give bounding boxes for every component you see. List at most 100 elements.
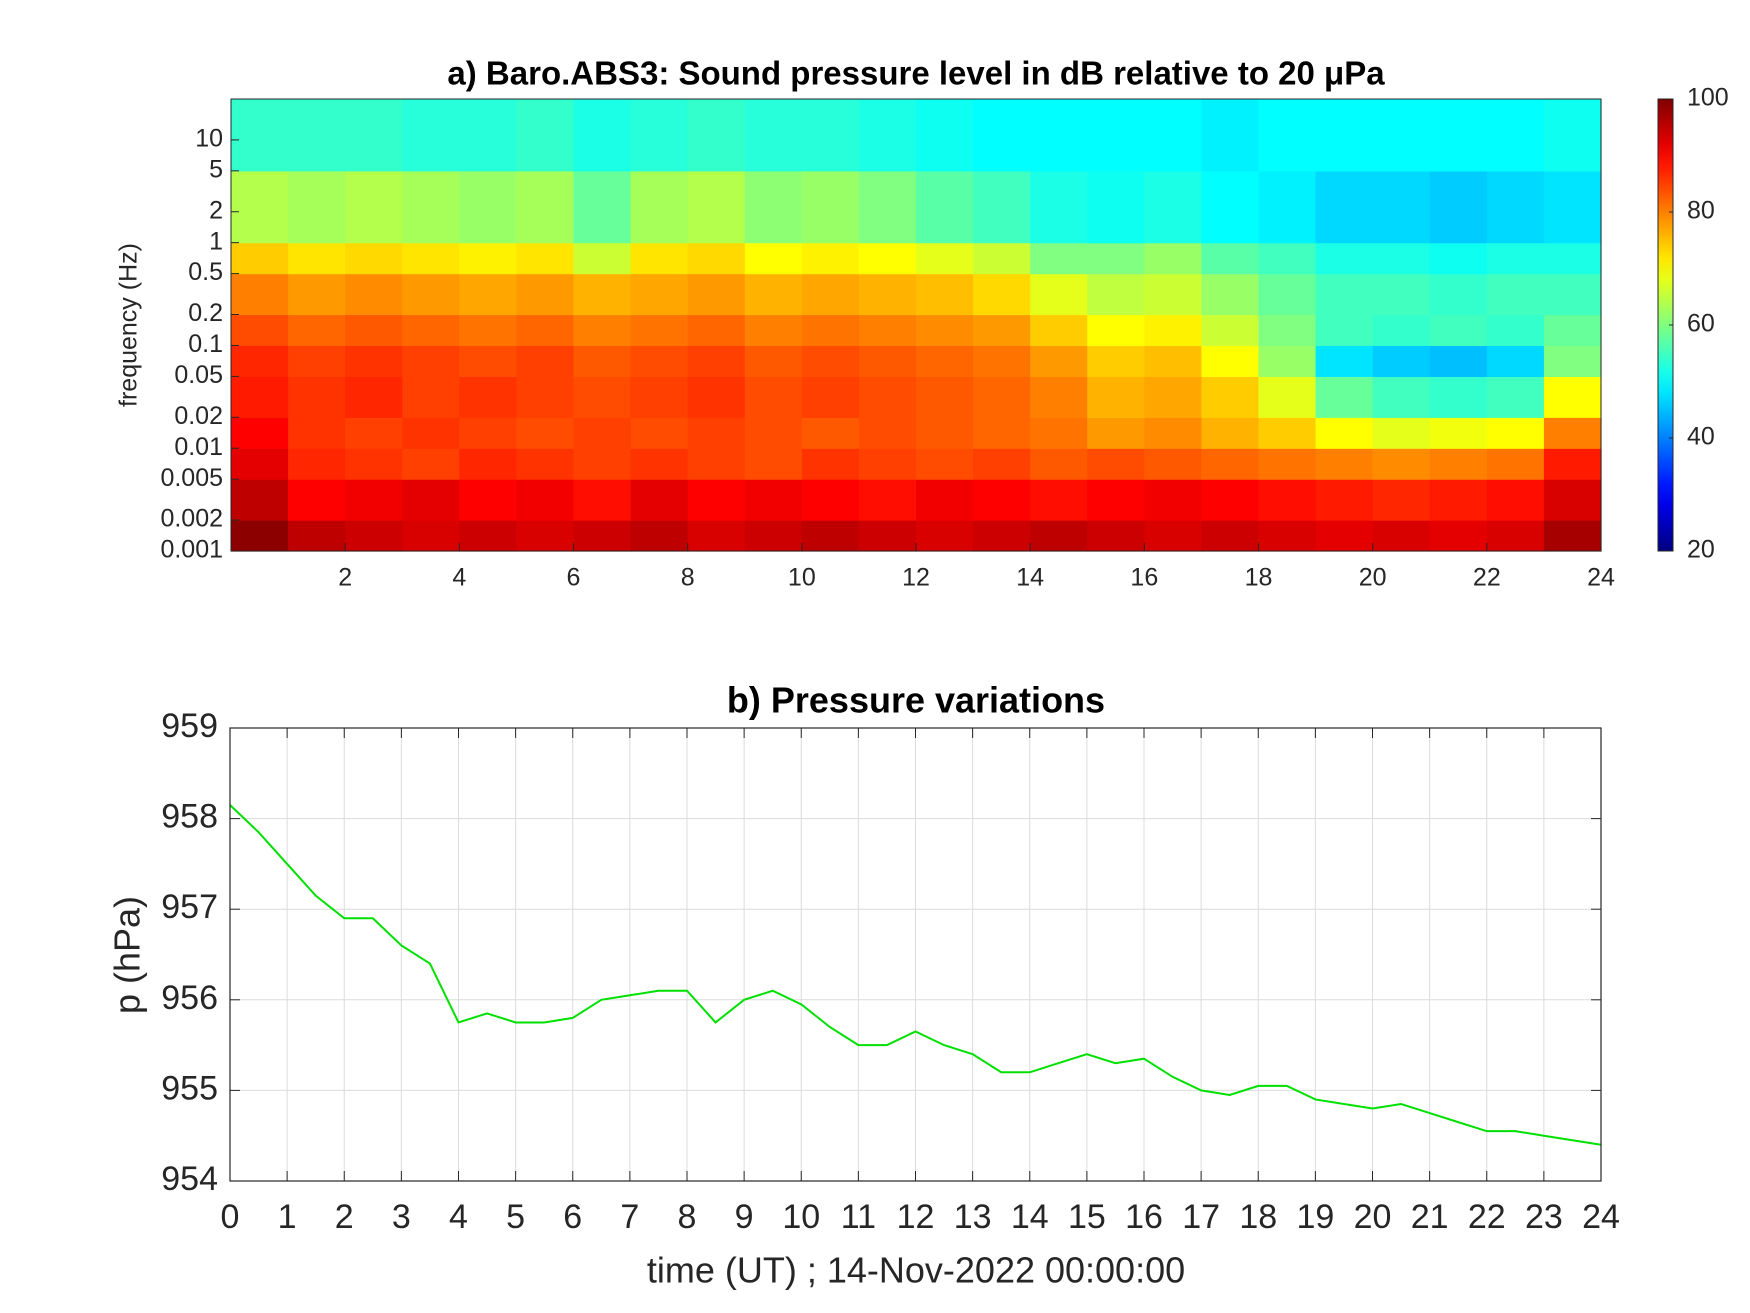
heatmap-cell: [345, 273, 403, 316]
heatmap-cell: [858, 242, 917, 275]
x-tick-label: 6: [567, 564, 581, 592]
heatmap-cell: [1201, 99, 1260, 172]
heatmap-cell: [687, 448, 746, 480]
heatmap-cell: [687, 99, 746, 172]
heatmap-cell: [1315, 273, 1374, 316]
heatmap-cell: [402, 417, 460, 449]
heatmap-cell: [1201, 520, 1260, 552]
heatmap-cell: [1258, 170, 1317, 244]
heatmap-cell: [573, 417, 632, 449]
heatmap-cell: [459, 345, 518, 377]
heatmap-cell: [1030, 99, 1088, 172]
heatmap-cell: [573, 242, 632, 275]
heatmap-cell: [288, 520, 346, 552]
x-tick-label: 0: [221, 1198, 240, 1236]
heatmap-cell: [402, 242, 460, 275]
heatmap-cell: [630, 448, 689, 480]
heatmap-cell: [1372, 314, 1431, 347]
heatmap-cell: [1030, 314, 1088, 347]
heatmap-cell: [744, 273, 803, 316]
heatmap-cell: [231, 273, 289, 316]
heatmap-cell: [288, 99, 346, 172]
heatmap-cell: [1429, 520, 1488, 552]
y-tick-label: 0.001: [160, 536, 223, 564]
x-tick-label: 4: [452, 564, 466, 592]
heatmap-cell: [1429, 345, 1488, 377]
heatmap-cell: [858, 314, 917, 347]
x-tick-label: 18: [1239, 1198, 1277, 1236]
heatmap-cell: [1030, 479, 1088, 521]
heatmap-cell: [459, 242, 518, 275]
heatmap-cell: [916, 376, 974, 418]
heatmap-cell: [231, 417, 289, 449]
heatmap-cell: [345, 170, 403, 244]
heatmap-cell: [687, 242, 746, 275]
heatmap-cell: [801, 448, 860, 480]
heatmap-cell: [402, 376, 460, 418]
heatmap-cell: [1315, 376, 1374, 418]
heatmap-cell: [630, 170, 689, 244]
heatmap-cell: [1486, 376, 1545, 418]
heatmap-cell: [744, 170, 803, 244]
heatmap-cell: [402, 170, 460, 244]
heatmap-cell: [1543, 242, 1602, 275]
heatmap-cell: [1543, 417, 1602, 449]
heatmap-cell: [858, 99, 917, 172]
heatmap-cell: [801, 345, 860, 377]
heatmap-cell: [916, 273, 974, 316]
heatmap-cell: [1486, 99, 1545, 172]
heatmap-cell: [1030, 273, 1088, 316]
x-tick-label: 21: [1411, 1198, 1449, 1236]
heatmap-cell: [858, 479, 917, 521]
heatmap-cell: [573, 520, 632, 552]
heatmap-cell: [402, 99, 460, 172]
heatmap-cell: [801, 170, 860, 244]
y-tick-label: 955: [161, 1069, 218, 1107]
heatmap-cell: [1429, 99, 1488, 172]
heatmap-cell: [1543, 520, 1602, 552]
x-tick-label: 24: [1582, 1198, 1620, 1236]
y-tick-label: 10: [195, 125, 223, 153]
x-tick-label: 10: [788, 564, 816, 592]
heatmap-cell: [288, 448, 346, 480]
heatmap-cell: [1543, 99, 1602, 172]
x-tick-label: 3: [392, 1198, 411, 1236]
heatmap-cell: [345, 99, 403, 172]
heatmap-cell: [1315, 170, 1374, 244]
heatmap-cell: [516, 345, 575, 377]
heatmap-cell: [1144, 314, 1203, 347]
heatmap-cell: [1543, 273, 1602, 316]
heatmap-cell: [744, 417, 803, 449]
heatmap-cell: [973, 345, 1031, 377]
heatmap-cell: [1429, 417, 1488, 449]
heatmap-cell: [1372, 376, 1431, 418]
heatmap-cell: [1144, 448, 1203, 480]
heatmap-cell: [345, 448, 403, 480]
heatmap-cell: [858, 170, 917, 244]
heatmap-cell: [1372, 345, 1431, 377]
heatmap-cell: [459, 479, 518, 521]
heatmap-cell: [1543, 479, 1602, 521]
heatmap-cell: [1543, 170, 1602, 244]
heatmap-cell: [516, 376, 575, 418]
heatmap-cell: [345, 376, 403, 418]
heatmap-cell: [573, 273, 632, 316]
heatmap-cell: [687, 170, 746, 244]
heatmap-cell: [1486, 448, 1545, 480]
heatmap-cell: [1030, 345, 1088, 377]
x-tick-label: 6: [563, 1198, 582, 1236]
heatmap-cell: [1144, 376, 1203, 418]
plot-frame: [229, 727, 1602, 1182]
heatmap-cell: [973, 448, 1031, 480]
heatmap-cell: [573, 314, 632, 347]
heatmap-cell: [1144, 479, 1203, 521]
x-tick-label: 18: [1245, 564, 1273, 592]
y-tick-label: 0.5: [188, 258, 223, 286]
heatmap-cell: [459, 520, 518, 552]
heatmap-cell: [1087, 376, 1145, 418]
x-tick-label: 19: [1296, 1198, 1334, 1236]
colorbar-tick-label: 80: [1687, 197, 1715, 225]
heatmap-cell: [1315, 99, 1374, 172]
x-tick-label: 4: [449, 1198, 468, 1236]
heatmap-cell: [1201, 242, 1260, 275]
